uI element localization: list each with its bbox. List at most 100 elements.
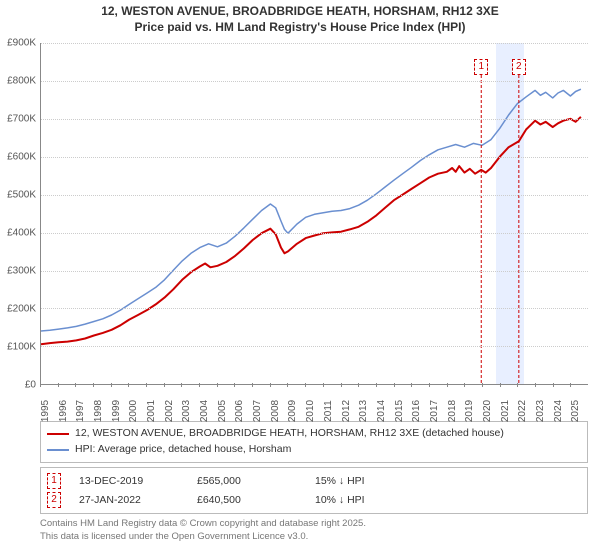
x-tick-label: 2004 [199, 400, 210, 422]
gridline [41, 195, 588, 196]
y-tick-label: £0 [25, 380, 36, 391]
x-tick [164, 383, 165, 387]
x-tick-label: 1998 [93, 400, 104, 422]
x-tick-label: 2019 [464, 400, 475, 422]
x-tick [252, 383, 253, 387]
x-tick-label: 2005 [217, 400, 228, 422]
x-tick-label: 2023 [535, 400, 546, 422]
x-tick [75, 383, 76, 387]
x-tick-label: 2025 [570, 400, 581, 422]
x-tick-label: 2016 [411, 400, 422, 422]
x-tick [517, 383, 518, 387]
x-tick [464, 383, 465, 387]
x-tick [411, 383, 412, 387]
x-tick [500, 383, 501, 387]
x-tick [376, 383, 377, 387]
title-line-2: Price paid vs. HM Land Registry's House … [10, 20, 590, 36]
legend: 12, WESTON AVENUE, BROADBRIDGE HEATH, HO… [40, 421, 588, 463]
x-tick [128, 383, 129, 387]
x-tick-label: 2006 [234, 400, 245, 422]
x-tick [482, 383, 483, 387]
legend-swatch-1 [47, 433, 69, 435]
x-tick [93, 383, 94, 387]
x-tick-label: 2018 [447, 400, 458, 422]
sale-row-marker: 2 [47, 492, 61, 508]
x-tick-label: 1996 [58, 400, 69, 422]
x-tick [199, 383, 200, 387]
sales-table: 113-DEC-2019£565,00015% ↓ HPI227-JAN-202… [40, 467, 588, 515]
x-tick-label: 2007 [252, 400, 263, 422]
footnote-line-1: Contains HM Land Registry data © Crown c… [40, 518, 588, 530]
x-tick [234, 383, 235, 387]
x-tick [447, 383, 448, 387]
x-tick-label: 2022 [517, 400, 528, 422]
gridline [41, 119, 588, 120]
y-tick-label: £100K [7, 342, 36, 353]
y-tick-label: £900K [7, 38, 36, 49]
y-tick-label: £400K [7, 228, 36, 239]
sale-price: £640,500 [197, 491, 297, 510]
legend-label-1: 12, WESTON AVENUE, BROADBRIDGE HEATH, HO… [75, 426, 504, 442]
x-tick-label: 2009 [287, 400, 298, 422]
sale-price: £565,000 [197, 472, 297, 491]
x-tick [111, 383, 112, 387]
x-tick-label: 2024 [553, 400, 564, 422]
sale-delta: 10% ↓ HPI [315, 491, 415, 510]
sale-row-marker: 1 [47, 473, 61, 489]
chart-svg [41, 43, 588, 384]
x-tick-label: 1997 [75, 400, 86, 422]
x-tick [323, 383, 324, 387]
y-tick-label: £200K [7, 304, 36, 315]
legend-label-2: HPI: Average price, detached house, Hors… [75, 442, 291, 458]
x-tick-label: 2000 [128, 400, 139, 422]
x-tick-label: 2013 [358, 400, 369, 422]
x-tick-label: 2001 [146, 400, 157, 422]
x-axis-labels: 1995199619971998199920002001200220032004… [40, 387, 588, 415]
y-tick-label: £500K [7, 190, 36, 201]
gridline [41, 346, 588, 347]
sale-row-2: 2 27-JAN-2022 £640,500 10% ↓ HPI [47, 491, 581, 510]
x-tick-label: 2003 [181, 400, 192, 422]
footnote-line-2: This data is licensed under the Open Gov… [40, 531, 588, 543]
title-block: 12, WESTON AVENUE, BROADBRIDGE HEATH, HO… [0, 0, 600, 37]
x-tick [394, 383, 395, 387]
sale-date: 27-JAN-2022 [79, 491, 179, 510]
x-tick-label: 2010 [305, 400, 316, 422]
y-tick-label: £600K [7, 152, 36, 163]
x-tick [146, 383, 147, 387]
sale-marker-1: 1 [474, 59, 488, 75]
sale-date: 13-DEC-2019 [79, 472, 179, 491]
legend-row-2: HPI: Average price, detached house, Hors… [47, 442, 581, 458]
x-tick-label: 2021 [500, 400, 511, 422]
gridline [41, 233, 588, 234]
x-tick [553, 383, 554, 387]
x-tick [287, 383, 288, 387]
x-tick-label: 2017 [429, 400, 440, 422]
x-tick [181, 383, 182, 387]
x-tick [40, 383, 41, 387]
x-tick-label: 2020 [482, 400, 493, 422]
x-tick [58, 383, 59, 387]
y-tick-label: £800K [7, 76, 36, 87]
sale-marker-2: 2 [512, 59, 526, 75]
x-tick [341, 383, 342, 387]
x-tick [305, 383, 306, 387]
chart-container: 12, WESTON AVENUE, BROADBRIDGE HEATH, HO… [0, 0, 600, 560]
x-tick-label: 2002 [164, 400, 175, 422]
series-price_paid [41, 117, 581, 344]
gridline [41, 308, 588, 309]
x-tick [217, 383, 218, 387]
x-tick-label: 1999 [111, 400, 122, 422]
x-tick-label: 2008 [270, 400, 281, 422]
gridline [41, 81, 588, 82]
x-tick [358, 383, 359, 387]
y-tick-label: £300K [7, 266, 36, 277]
x-tick-label: 2011 [323, 400, 334, 422]
sale-row-1: 113-DEC-2019£565,00015% ↓ HPI [47, 472, 581, 491]
x-tick-label: 1995 [40, 400, 51, 422]
y-axis-labels: £0£100K£200K£300K£400K£500K£600K£700K£80… [8, 43, 38, 385]
footnote: Contains HM Land Registry data © Crown c… [40, 518, 588, 543]
series-hpi [41, 89, 581, 331]
gridline [41, 43, 588, 44]
x-tick [270, 383, 271, 387]
